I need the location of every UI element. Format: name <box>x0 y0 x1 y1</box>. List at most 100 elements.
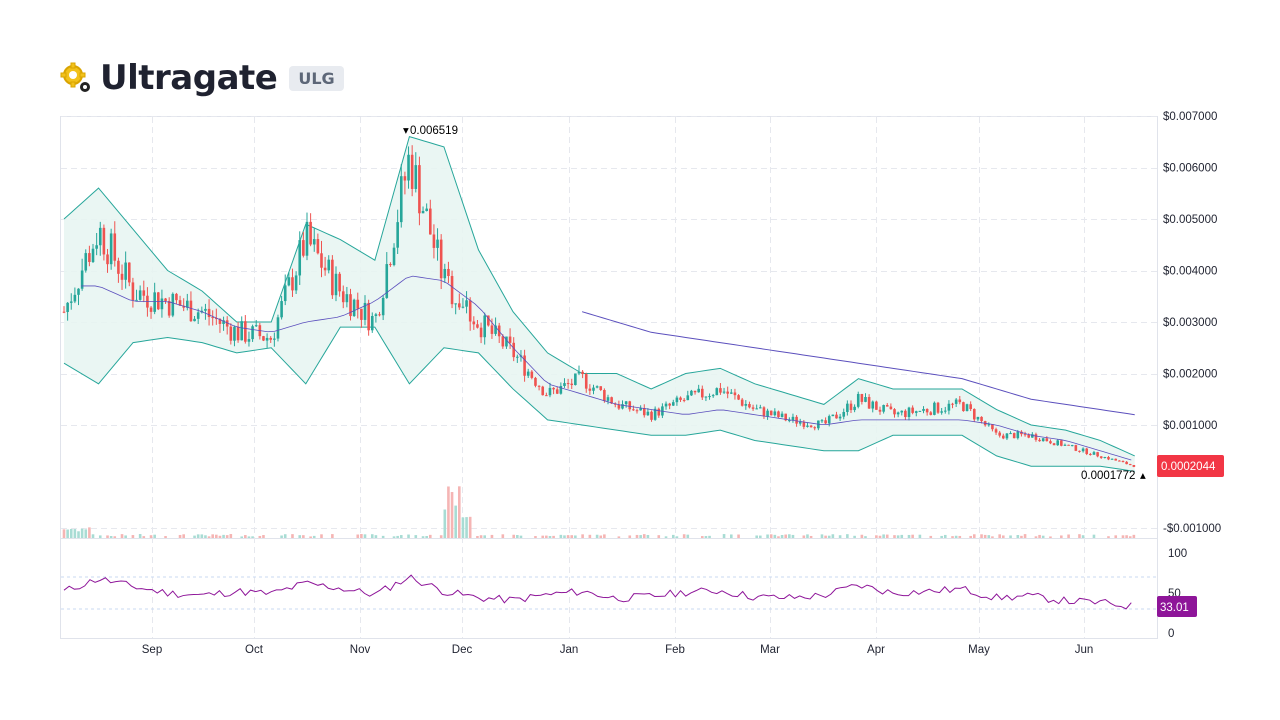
volume-bar <box>1034 536 1038 538</box>
volume-bar <box>291 534 294 538</box>
volume-bar <box>218 535 222 538</box>
candle-body <box>925 409 929 413</box>
candle-body <box>341 291 345 303</box>
gear-coin-icon <box>60 62 90 92</box>
volume-bar <box>91 534 95 538</box>
candle-body <box>940 411 943 413</box>
volume-bar <box>479 535 483 538</box>
volume-bar <box>1114 535 1118 538</box>
svg-text:0.0002044: 0.0002044 <box>1161 461 1216 473</box>
rsi-line <box>63 574 1132 610</box>
volume-bar <box>519 535 523 538</box>
candle-body <box>595 386 599 388</box>
candle-body <box>1063 444 1067 446</box>
candle-body <box>751 407 755 409</box>
volume-bar <box>360 534 363 538</box>
candle-body <box>447 268 450 277</box>
volume-bar <box>809 535 813 538</box>
candle-body <box>969 404 972 410</box>
candle-body <box>766 410 769 417</box>
volume-bar <box>838 535 842 538</box>
volume-bar <box>363 534 367 538</box>
moving-averages <box>81 275 1135 461</box>
candle-body <box>472 321 476 325</box>
candle-body <box>218 318 222 324</box>
volume-bar <box>62 529 66 538</box>
candle-body <box>802 421 806 427</box>
volume-bar <box>312 535 316 538</box>
volume-bar <box>73 529 77 538</box>
volume-bar <box>196 534 200 538</box>
volume-bar <box>893 535 896 538</box>
band-lower-line <box>63 326 1135 472</box>
volume-bar <box>109 536 113 538</box>
candle-body <box>882 405 885 412</box>
candle-body <box>784 413 788 421</box>
candle-body <box>207 308 211 318</box>
candle-body <box>824 420 827 424</box>
candle-body <box>269 337 273 340</box>
volume-bar <box>951 536 954 538</box>
candle-body <box>773 411 777 416</box>
candle-body <box>711 395 715 397</box>
candle-body <box>599 386 603 390</box>
candle-body <box>171 293 175 316</box>
candle-body <box>958 399 962 403</box>
candle-body <box>994 429 998 433</box>
volume-bar <box>283 534 287 538</box>
candle-body <box>552 387 555 390</box>
volume-bar <box>708 535 711 538</box>
candle-body <box>287 277 291 286</box>
volume-bar <box>958 535 962 538</box>
volume-bar <box>138 534 142 538</box>
candle-body <box>222 320 225 324</box>
volume-bar <box>425 536 428 538</box>
volume-bar <box>356 534 360 538</box>
candle-body <box>280 301 283 318</box>
month-tick-label: Sep <box>142 644 162 656</box>
volume-bar <box>885 534 889 538</box>
volume-bar <box>414 535 418 538</box>
volume-bar <box>468 516 472 538</box>
candle-body <box>740 399 744 406</box>
candle-body <box>1103 457 1107 459</box>
volume-bar <box>476 536 479 538</box>
volume-bar <box>490 534 494 538</box>
candle-body <box>1023 434 1027 436</box>
volume-bar <box>541 535 545 538</box>
volume-bar <box>80 528 84 538</box>
month-tick-label: Jun <box>1075 644 1094 656</box>
volume-bar <box>860 534 864 538</box>
candle-body <box>186 300 189 308</box>
volume-bar <box>827 535 831 538</box>
candle-body <box>632 409 635 411</box>
candle-body <box>809 425 813 428</box>
candle-body <box>516 356 519 358</box>
candle-body <box>468 300 472 322</box>
volume-bar <box>1067 534 1070 538</box>
price-tick-label: $0.003000 <box>1163 317 1217 329</box>
candle-body <box>682 399 686 401</box>
volume-bar <box>1049 536 1052 538</box>
candle-body <box>294 275 298 291</box>
volume-bar <box>534 536 537 538</box>
candle-body <box>1118 460 1121 462</box>
volume-bar <box>846 534 849 538</box>
candle-body <box>911 407 914 413</box>
volume-bar <box>1020 535 1023 538</box>
candle-body <box>91 248 95 262</box>
candle-body <box>254 325 258 327</box>
volume-bar <box>896 535 900 538</box>
volume-bar <box>559 534 563 538</box>
svg-text:33.01: 33.01 <box>1160 602 1189 614</box>
price-tick-label: $0.004000 <box>1163 266 1217 278</box>
volume-bar <box>1009 535 1012 538</box>
candle-body <box>1085 448 1089 454</box>
volume-bar <box>802 535 806 538</box>
volume-bar <box>570 535 574 538</box>
volume-bar <box>704 536 708 538</box>
month-tick-label: Apr <box>867 644 885 656</box>
candle-body <box>396 222 399 248</box>
candle-body <box>367 302 370 331</box>
